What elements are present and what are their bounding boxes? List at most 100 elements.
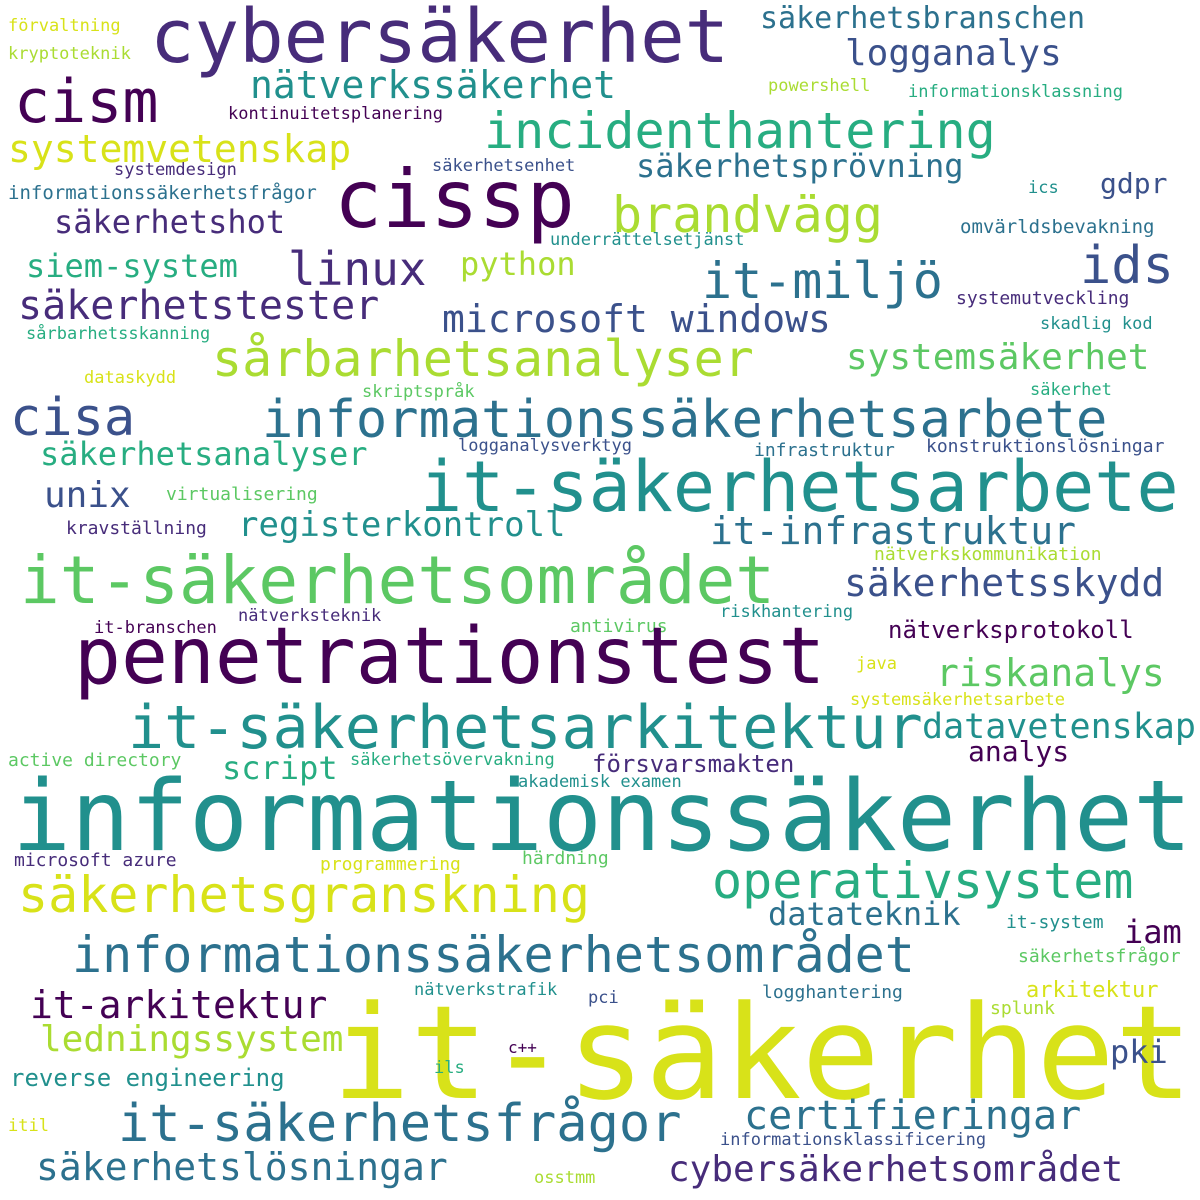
word: säkerhetsgranskning: [18, 866, 590, 924]
word: kryptoteknik: [8, 44, 131, 64]
word: pci: [588, 988, 619, 1008]
word: omvärldsbevakning: [960, 216, 1155, 238]
word: informationssäkerhetsarbete: [262, 390, 1108, 450]
word: siem-system: [26, 247, 238, 285]
word: brandvägg: [612, 186, 883, 244]
word: underrättelsetjänst: [550, 230, 745, 250]
word: registerkontroll: [238, 505, 566, 545]
word: härdning: [522, 848, 609, 869]
word: datavetenskap: [922, 707, 1196, 747]
word: informationsklassning: [908, 82, 1123, 102]
word: antivirus: [570, 616, 668, 637]
word: unix: [44, 475, 131, 516]
word: microsoft azure: [14, 850, 177, 871]
word: splunk: [990, 998, 1056, 1019]
word: riskanalys: [936, 651, 1165, 695]
word: incidenthantering: [484, 102, 996, 160]
word: certifieringar: [744, 1093, 1082, 1139]
word: iam: [1124, 913, 1182, 951]
word: powershell: [768, 76, 871, 96]
word: systemdesign: [114, 160, 237, 180]
word: ics: [1028, 178, 1059, 198]
word: script: [222, 749, 338, 787]
word: konstruktionslösningar: [926, 436, 1165, 457]
word: it-säkerhetsarkitektur: [128, 693, 923, 763]
word: penetrationstest: [74, 612, 826, 702]
word: säkerhetsskydd: [844, 561, 1165, 605]
word: it-miljö: [702, 252, 943, 310]
word: säkerhetstester: [18, 283, 380, 329]
word: cybersäkerhetsområdet: [668, 1149, 1124, 1190]
word: kravställning: [66, 518, 207, 539]
word: arkitektur: [1026, 978, 1159, 1003]
word: infrastruktur: [754, 440, 895, 461]
word: it-system: [1006, 912, 1104, 933]
word: active directory: [8, 750, 182, 771]
word: informationssäkerhetsområdet: [72, 926, 915, 984]
word: systemsäkerhetsarbete: [850, 690, 1065, 710]
word: systemsäkerhet: [846, 337, 1150, 378]
word: it-arkitektur: [30, 983, 328, 1027]
word: gdpr: [1100, 167, 1168, 200]
word: sårbarhetsskanning: [26, 324, 211, 344]
word: säkerhet: [1030, 380, 1112, 400]
word: ledningssystem: [40, 1019, 344, 1060]
word: python: [460, 245, 576, 283]
word: virtualisering: [166, 484, 318, 505]
word: cisa: [10, 388, 136, 448]
word: pki: [1110, 1033, 1168, 1071]
word: it-säkerhetsarbete: [420, 446, 1179, 528]
word: logghantering: [762, 982, 903, 1003]
word: it-branschen: [94, 618, 217, 638]
word: reverse engineering: [10, 1064, 285, 1092]
word: it-säkerhet: [332, 977, 1193, 1129]
word: säkerhetsenhet: [432, 156, 576, 176]
word: logganalysverktyg: [458, 436, 632, 456]
word: säkerhetsprövning: [636, 147, 964, 185]
word: dataskydd: [84, 368, 177, 388]
word: datateknik: [768, 895, 961, 933]
word: ils: [434, 1058, 465, 1078]
word: akademisk examen: [518, 772, 682, 792]
word: itil: [8, 1116, 49, 1136]
word: c++: [508, 1038, 537, 1057]
word: riskhantering: [720, 602, 854, 622]
word: cybersäkerhet: [150, 0, 730, 80]
word: ids: [1080, 236, 1174, 296]
word: it-säkerhetsområdet: [20, 542, 775, 619]
word: it-infrastruktur: [710, 509, 1077, 553]
word: cism: [14, 67, 159, 137]
word: säkerhetsanalyser: [40, 435, 368, 473]
word: informationsklassificering: [720, 1130, 987, 1150]
word: nätverkssäkerhet: [250, 63, 617, 107]
word: förvaltning: [8, 16, 121, 36]
word: sårbarhetsanalyser: [212, 330, 754, 388]
word: systemutveckling: [956, 288, 1130, 309]
word: säkerhetsövervakning: [350, 750, 555, 770]
word: cissp: [334, 153, 575, 246]
word: it-säkerhetsfrågor: [118, 1094, 682, 1154]
word: nätverkstrafik: [414, 980, 558, 1000]
word: java: [856, 654, 897, 674]
word: informationssäkerhetsfrågor: [8, 182, 317, 204]
word: försvarsmakten: [592, 750, 795, 778]
word: programmering: [320, 854, 461, 875]
word: säkerhetshot: [54, 203, 286, 241]
word: säkerhetsbranschen: [760, 1, 1086, 36]
word: kontinuitetsplanering: [228, 104, 443, 124]
word: skriptspråk: [362, 382, 475, 402]
word: nätverkskommunikation: [874, 544, 1102, 565]
word: nätverksprotokoll: [888, 616, 1134, 644]
word: informationssäkerhet: [12, 760, 1193, 874]
word: linux: [288, 242, 427, 296]
word: osstmm: [534, 1168, 596, 1188]
word: systemvetenskap: [8, 127, 352, 171]
word: logganalys: [845, 33, 1062, 74]
word: microsoft windows: [442, 297, 831, 341]
word: nätverksteknik: [238, 606, 382, 626]
word: skadlig kod: [1040, 314, 1153, 334]
word: säkerhetslösningar: [36, 1145, 448, 1189]
word: säkerhetsfrågor: [1018, 946, 1181, 967]
word: operativsystem: [712, 852, 1134, 910]
